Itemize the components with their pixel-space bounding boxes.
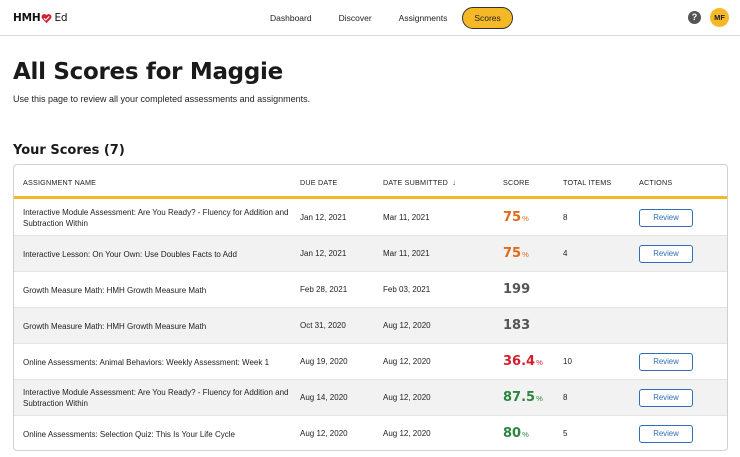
- column-header-score: SCORE: [503, 178, 530, 187]
- score-number: 80: [503, 426, 522, 441]
- score-unit: %: [536, 358, 543, 367]
- column-header-date-submitted-label: DATE SUBMITTED: [383, 178, 448, 187]
- score-value: 199: [503, 282, 530, 297]
- date-submitted: Aug 12, 2020: [383, 393, 431, 402]
- score-value: 36.4%: [503, 354, 543, 369]
- column-header-date-submitted[interactable]: DATE SUBMITTED ↓: [383, 178, 456, 187]
- score-number: 199: [503, 282, 531, 297]
- date-submitted: Aug 12, 2020: [383, 321, 431, 330]
- review-button[interactable]: Review: [639, 389, 693, 407]
- total-items: 4: [563, 249, 568, 258]
- score-unit: %: [522, 430, 529, 439]
- score-number: 87.5: [503, 390, 536, 405]
- hmh-ed-logo[interactable]: HMH Ed: [13, 11, 68, 25]
- due-date: Oct 31, 2020: [300, 321, 346, 330]
- score-number: 75: [503, 246, 522, 261]
- score-unit: %: [522, 250, 529, 259]
- table-row: Interactive Module Assessment: Are You R…: [14, 200, 727, 236]
- score-value: 75%: [503, 210, 529, 225]
- assignment-name: Online Assessments: Animal Behaviors: We…: [23, 358, 270, 367]
- score-value: 80%: [503, 426, 529, 441]
- logo-suffix: Ed: [54, 12, 68, 24]
- assignment-name: Growth Measure Math: HMH Growth Measure …: [23, 286, 207, 295]
- date-submitted: Aug 12, 2020: [383, 429, 431, 438]
- score-value: 75%: [503, 246, 529, 261]
- column-header-due-date: DUE DATE: [300, 178, 338, 187]
- assignment-name: Growth Measure Math: HMH Growth Measure …: [23, 322, 207, 331]
- total-items: 10: [563, 357, 572, 366]
- score-number: 183: [503, 318, 531, 333]
- logo-text: HMH: [13, 12, 41, 24]
- review-button[interactable]: Review: [639, 425, 693, 443]
- date-submitted: Mar 11, 2021: [383, 249, 430, 258]
- nav-tab-scores[interactable]: Scores: [462, 7, 513, 29]
- score-unit: %: [536, 394, 543, 403]
- table-row: Interactive Lesson: On Your Own: Use Dou…: [14, 236, 727, 272]
- table-row: Online Assessments: Selection Quiz: This…: [14, 416, 727, 450]
- assignment-name: Interactive Lesson: On Your Own: Use Dou…: [23, 250, 237, 259]
- review-button[interactable]: Review: [639, 209, 693, 227]
- total-items: 5: [563, 429, 568, 438]
- date-submitted: Aug 12, 2020: [383, 357, 431, 366]
- due-date: Aug 19, 2020: [300, 357, 348, 366]
- arrow-down-icon[interactable]: ↓: [451, 178, 457, 187]
- scores-section-title: Your Scores (7): [13, 143, 125, 158]
- due-date: Jan 12, 2021: [300, 213, 347, 222]
- table-row: Growth Measure Math: HMH Growth Measure …: [14, 272, 727, 308]
- table-header: ASSIGNMENT NAME DUE DATE DATE SUBMITTED ↓…: [14, 165, 727, 199]
- score-number: 36.4: [503, 354, 536, 369]
- nav-tab-assignments[interactable]: Assignments: [398, 13, 448, 23]
- column-header-total-items: TOTAL ITEMS: [563, 178, 612, 187]
- main-nav: Dashboard Discover Assignments Scores: [258, 7, 516, 29]
- date-submitted: Feb 03, 2021: [383, 285, 431, 294]
- score-unit: %: [522, 214, 529, 223]
- table-row: Online Assessments: Animal Behaviors: We…: [14, 344, 727, 380]
- total-items: 8: [563, 393, 568, 402]
- assignment-name: Online Assessments: Selection Quiz: This…: [23, 430, 235, 439]
- assignment-name: Interactive Module Assessment: Are You R…: [23, 388, 289, 408]
- column-header-actions: ACTIONS: [639, 178, 673, 187]
- user-avatar[interactable]: MF: [710, 8, 729, 27]
- assignment-name: Interactive Module Assessment: Are You R…: [23, 208, 289, 228]
- table-row: Interactive Module Assessment: Are You R…: [14, 380, 727, 416]
- page-title: All Scores for Maggie: [13, 59, 283, 85]
- top-navigation-bar: HMH Ed Dashboard Discover Assignments Sc…: [0, 0, 740, 36]
- nav-tab-dashboard[interactable]: Dashboard: [270, 13, 312, 23]
- total-items: 8: [563, 213, 568, 222]
- due-date: Jan 12, 2021: [300, 249, 347, 258]
- column-header-assignment-name: ASSIGNMENT NAME: [23, 178, 97, 187]
- review-button[interactable]: Review: [639, 353, 693, 371]
- heart-logo-icon: [41, 13, 52, 23]
- review-button[interactable]: Review: [639, 245, 693, 263]
- date-submitted: Mar 11, 2021: [383, 213, 430, 222]
- due-date: Aug 14, 2020: [300, 393, 348, 402]
- score-number: 75: [503, 210, 522, 225]
- scores-table: ASSIGNMENT NAME DUE DATE DATE SUBMITTED ↓…: [13, 164, 728, 451]
- table-row: Growth Measure Math: HMH Growth Measure …: [14, 308, 727, 344]
- due-date: Feb 28, 2021: [300, 285, 348, 294]
- score-value: 183: [503, 318, 530, 333]
- nav-tab-discover[interactable]: Discover: [338, 13, 372, 23]
- score-value: 87.5%: [503, 390, 543, 405]
- page-subtitle: Use this page to review all your complet…: [13, 94, 311, 104]
- due-date: Aug 12, 2020: [300, 429, 348, 438]
- help-question-icon[interactable]: ?: [688, 11, 701, 24]
